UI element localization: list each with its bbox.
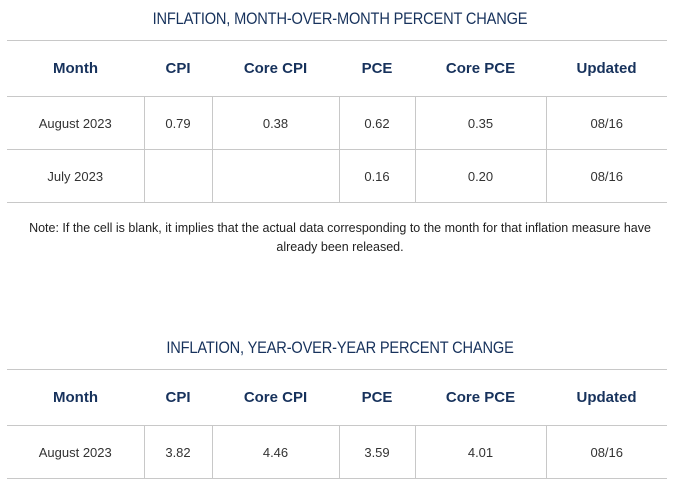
cell-updated: 08/16 <box>545 149 667 203</box>
table-header-row: Month CPI Core CPI PCE Core PCE Updated <box>7 40 667 97</box>
cell-pce: 0.16 <box>338 149 415 203</box>
table-row: August 2023 3.82 4.46 3.59 4.01 08/16 <box>7 425 667 479</box>
header-month: Month <box>7 369 144 426</box>
table-row: July 2023 0.16 0.20 08/16 <box>7 149 667 203</box>
cell-core-cpi <box>211 149 339 203</box>
cell-core-pce: 0.35 <box>414 96 546 150</box>
cell-updated: 08/16 <box>545 96 667 150</box>
header-core-pce: Core PCE <box>415 369 546 426</box>
cell-cpi <box>143 149 212 203</box>
table-row: August 2023 0.79 0.38 0.62 0.35 08/16 <box>7 96 667 150</box>
cell-month: August 2023 <box>7 425 144 479</box>
table-header-row: Month CPI Core CPI PCE Core PCE Updated <box>7 369 667 426</box>
header-cpi: CPI <box>144 40 212 97</box>
blank-cell-note: Note: If the cell is blank, it implies t… <box>29 221 651 254</box>
mom-inflation-table: Month CPI Core CPI PCE Core PCE Updated … <box>7 40 667 203</box>
cell-core-pce: 4.01 <box>414 425 546 479</box>
yoy-table-title: INFLATION, YEAR-OVER-YEAR PERCENT CHANGE <box>166 338 514 357</box>
yoy-inflation-table: Month CPI Core CPI PCE Core PCE Updated … <box>7 369 667 479</box>
cell-core-cpi: 4.46 <box>211 425 339 479</box>
mom-table-title: INFLATION, MONTH-OVER-MONTH PERCENT CHAN… <box>152 9 528 28</box>
header-updated: Updated <box>546 369 667 426</box>
cell-cpi: 3.82 <box>143 425 212 479</box>
cell-updated: 08/16 <box>545 425 667 479</box>
header-month: Month <box>7 40 144 97</box>
cell-pce: 0.62 <box>338 96 415 150</box>
header-updated: Updated <box>546 40 667 97</box>
header-core-cpi: Core CPI <box>212 369 339 426</box>
header-pce: PCE <box>339 369 415 426</box>
cell-pce: 3.59 <box>338 425 415 479</box>
header-core-cpi: Core CPI <box>212 40 339 97</box>
header-core-pce: Core PCE <box>415 40 546 97</box>
header-pce: PCE <box>339 40 415 97</box>
cell-core-cpi: 0.38 <box>211 96 339 150</box>
cell-month: July 2023 <box>7 149 144 203</box>
cell-cpi: 0.79 <box>143 96 212 150</box>
header-cpi: CPI <box>144 369 212 426</box>
cell-month: August 2023 <box>7 96 144 150</box>
cell-core-pce: 0.20 <box>414 149 546 203</box>
